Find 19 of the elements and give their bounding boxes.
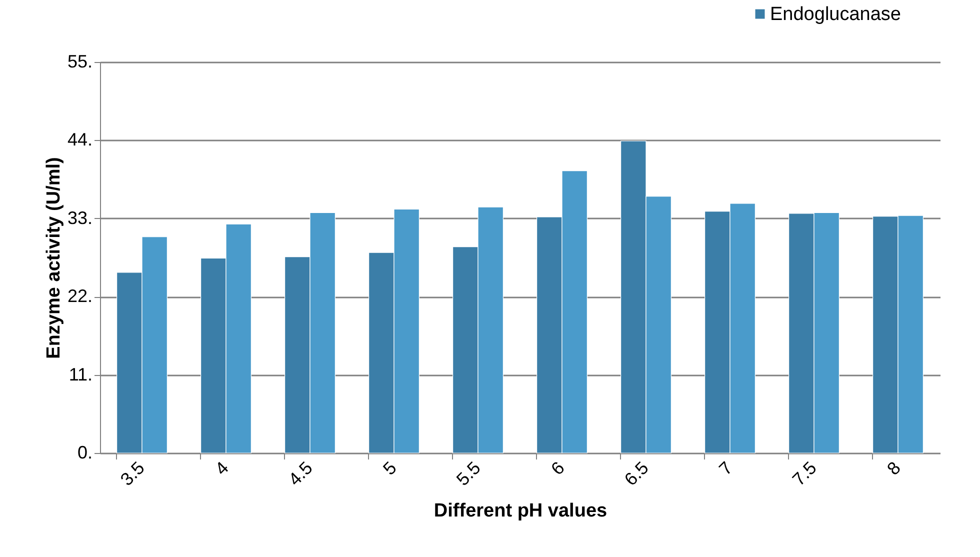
x-tick-label: 8 bbox=[883, 458, 904, 479]
x-tick-label: 7.5 bbox=[788, 458, 820, 490]
x-tick-label: 3.5 bbox=[116, 458, 148, 490]
x-tick-label: 5.5 bbox=[452, 458, 484, 490]
x-tick-label: 7 bbox=[715, 458, 736, 479]
x-tick-label: 4.5 bbox=[284, 458, 316, 490]
x-tick-label: 6.5 bbox=[620, 458, 652, 490]
y-tick-label: 33. bbox=[67, 208, 92, 228]
legend-label: Endoglucanase bbox=[770, 4, 901, 25]
y-tick-label: 11. bbox=[68, 364, 92, 384]
y-tick-label: 44. bbox=[67, 130, 92, 150]
x-tick-label: 6 bbox=[547, 458, 568, 479]
x-axis-title: Different pH values bbox=[434, 500, 608, 522]
y-tick-label: 55. bbox=[67, 52, 92, 72]
y-tick-label: 22. bbox=[67, 286, 92, 306]
y-axis-title: Enzyme activity (U/ml) bbox=[43, 157, 64, 359]
x-tick-label: 5 bbox=[379, 458, 400, 479]
x-tick-label: 4 bbox=[211, 458, 232, 479]
y-tick-label: 0. bbox=[77, 442, 92, 462]
